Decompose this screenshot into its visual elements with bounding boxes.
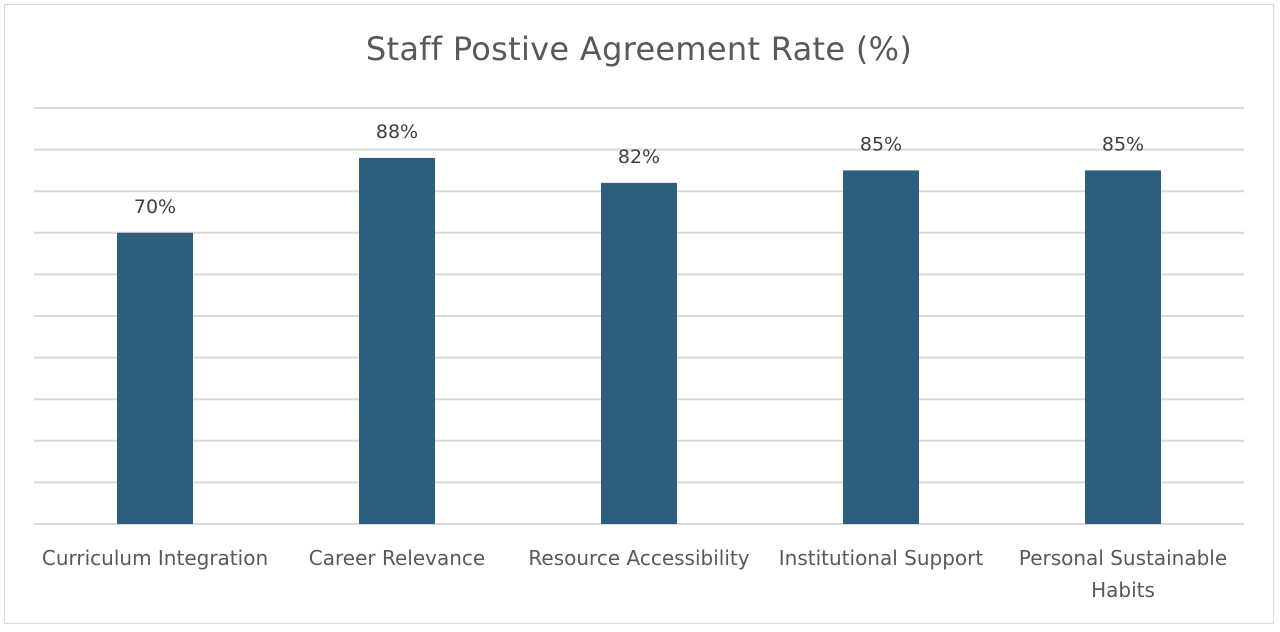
bar	[1085, 170, 1161, 524]
data-label: 82%	[618, 146, 660, 168]
data-label: 85%	[860, 133, 902, 155]
bar	[843, 170, 919, 524]
category-label: Curriculum Integration	[42, 546, 268, 570]
category-label: Institutional Support	[779, 546, 984, 570]
category-label: Personal Sustainable Habits	[1019, 546, 1227, 602]
category-label: Career Relevance	[309, 546, 485, 570]
category-label: Resource Accessibility	[528, 546, 749, 570]
data-label: 85%	[1102, 133, 1144, 155]
category-labels: Curriculum Integration Career Relevance Re…	[42, 546, 1227, 602]
bar	[117, 232, 193, 525]
bar	[359, 157, 435, 525]
data-label: 70%	[134, 196, 176, 218]
data-label: 88%	[376, 121, 418, 143]
bar	[601, 182, 677, 524]
chart-title: Staff Postive Agreement Rate (%)	[365, 30, 913, 68]
bars	[117, 157, 1161, 525]
data-labels: 70% 88% 82% 85% 85%	[134, 121, 1144, 218]
